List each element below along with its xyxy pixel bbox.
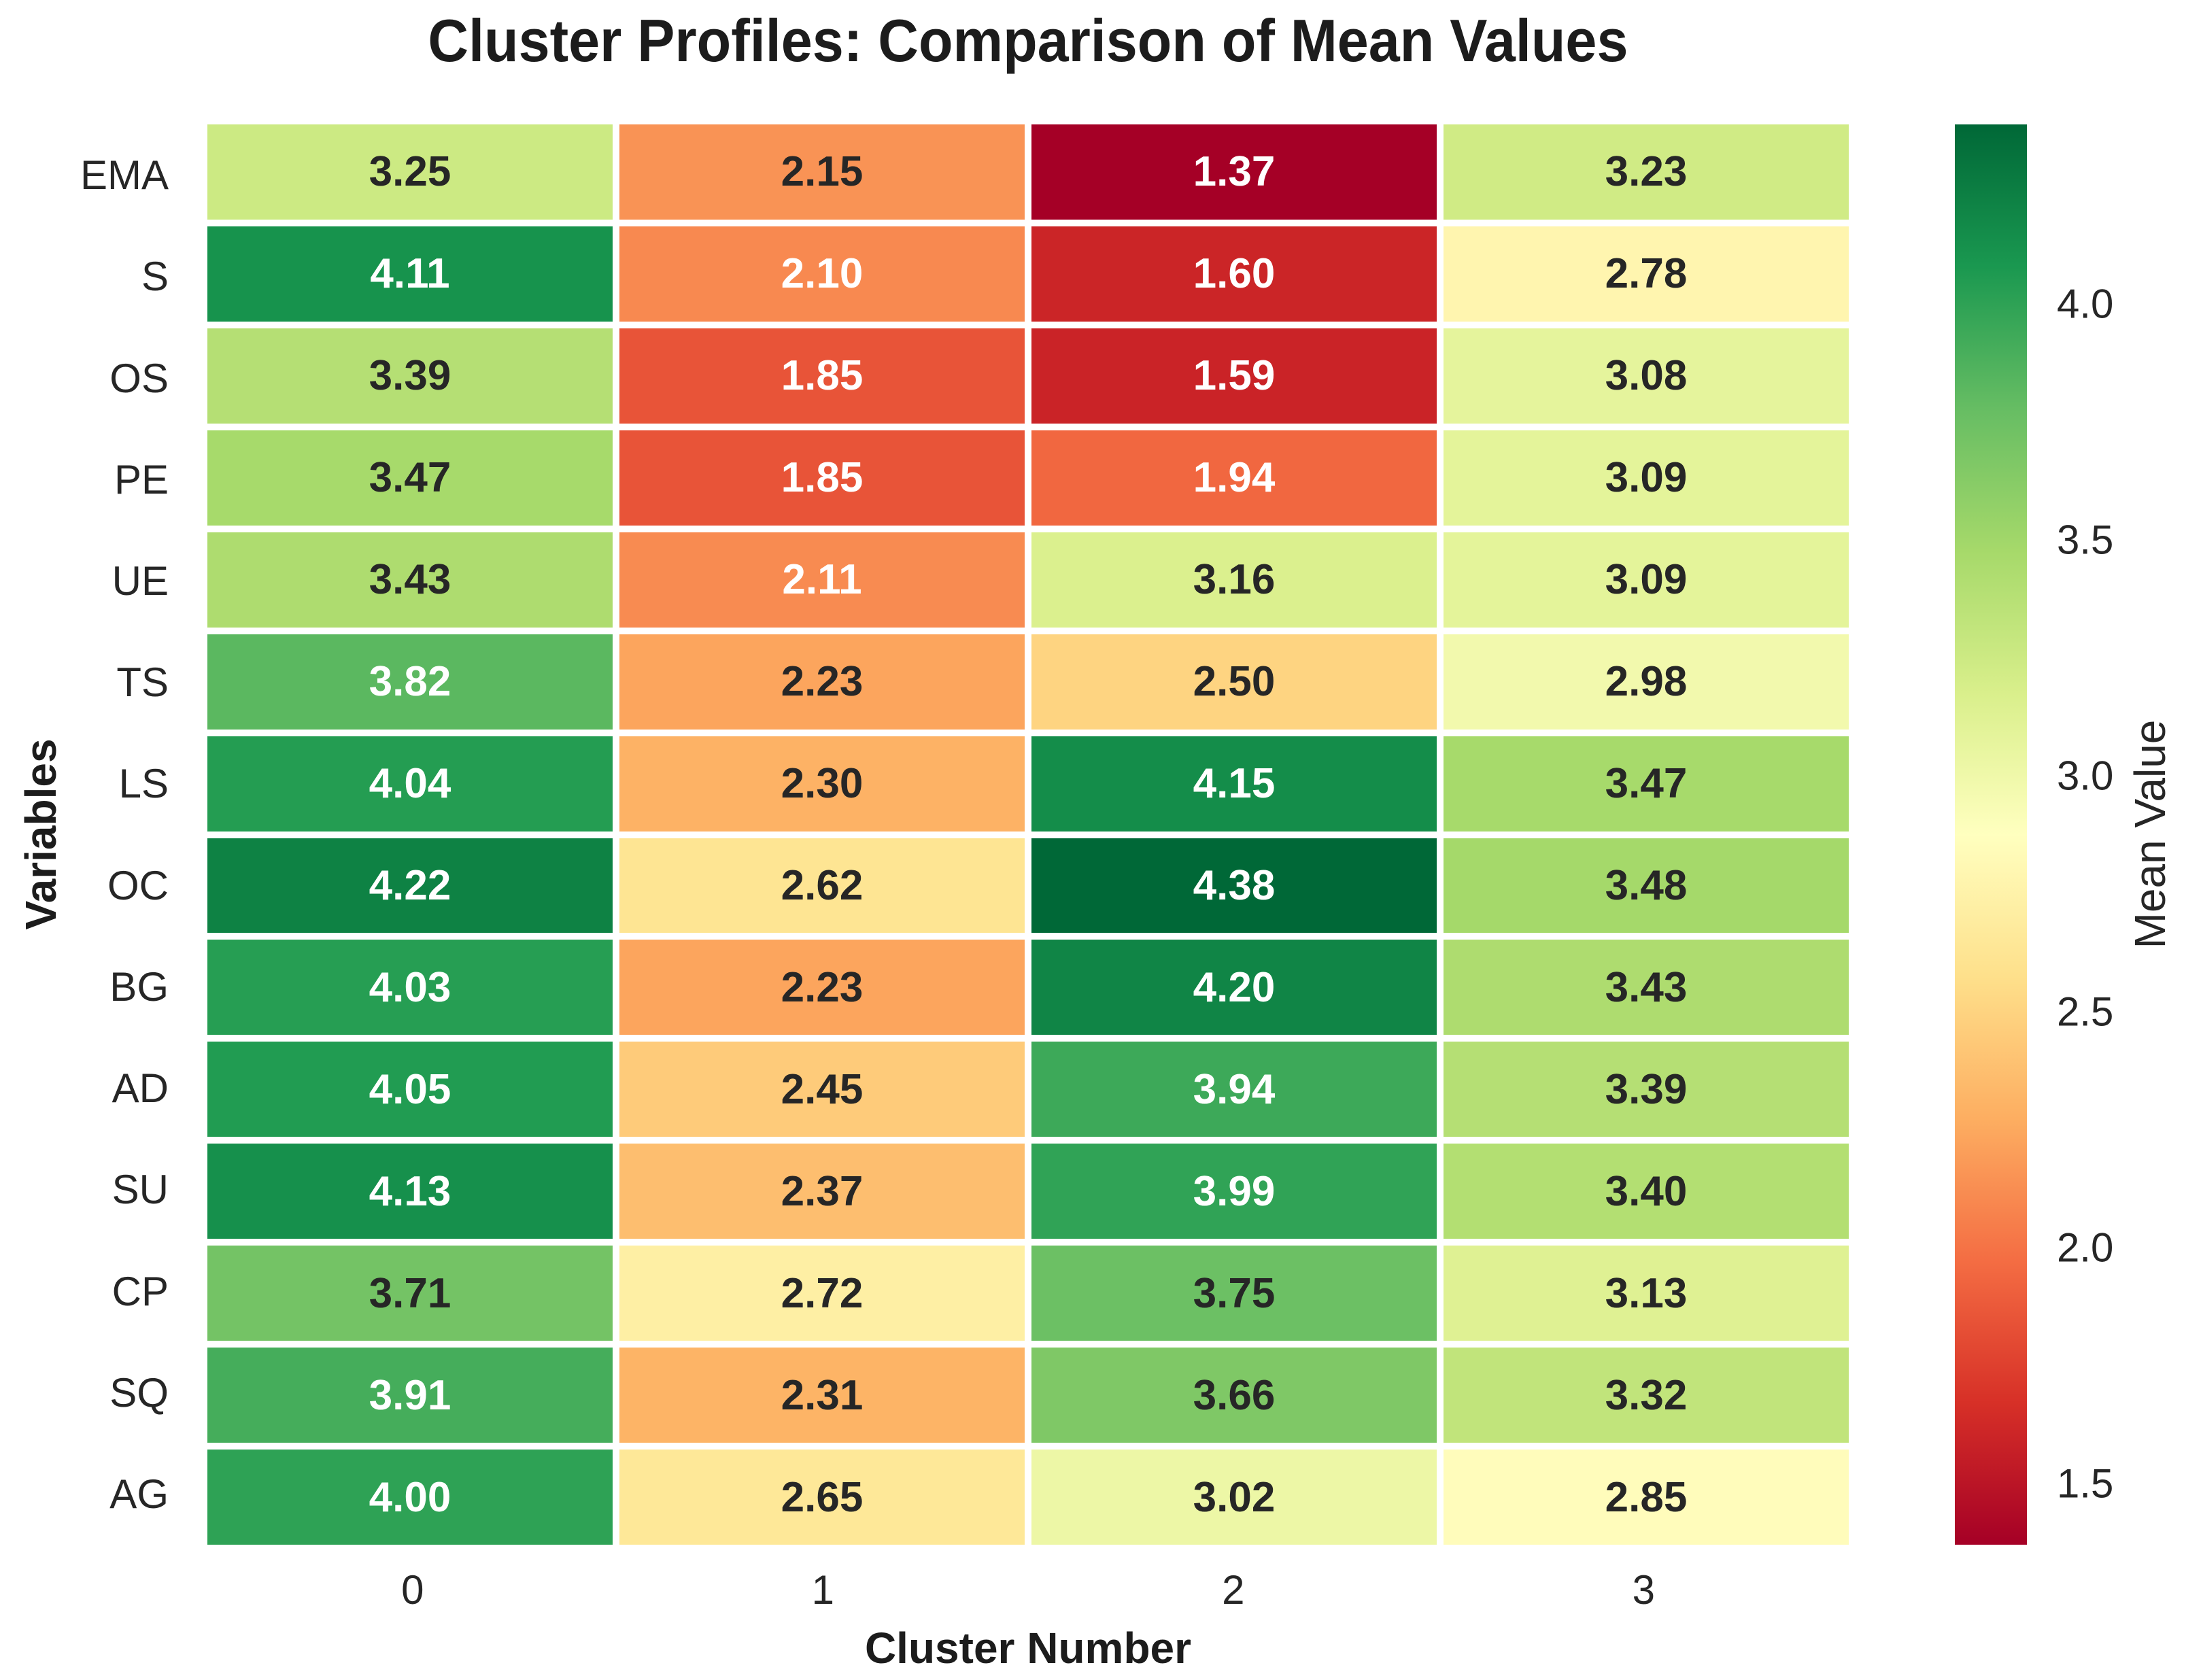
heatmap-cell: 2.85 xyxy=(1444,1450,1849,1545)
heatmap-cell: 3.43 xyxy=(207,532,613,628)
colorbar-tick-label: 1.5 xyxy=(2057,1460,2114,1507)
heatmap-cell: 3.09 xyxy=(1444,532,1849,628)
heatmap-cell: 1.37 xyxy=(1031,124,1437,220)
heatmap-cell: 4.13 xyxy=(207,1144,613,1239)
heatmap-cell: 3.75 xyxy=(1031,1246,1437,1341)
heatmap-cell: 3.43 xyxy=(1444,940,1849,1035)
y-tick-label: SQ xyxy=(109,1369,169,1416)
y-tick-label: S xyxy=(141,254,169,300)
x-tick-labels: 0 1 2 3 xyxy=(207,1564,1849,1615)
heatmap-cell: 3.13 xyxy=(1444,1246,1849,1341)
heatmap-cell: 2.45 xyxy=(619,1042,1025,1137)
colorbar-tick-label: 3.0 xyxy=(2057,753,2114,799)
heatmap-cell: 2.65 xyxy=(619,1450,1025,1545)
heatmap-cell: 1.85 xyxy=(619,328,1025,424)
heatmap-cell: 2.23 xyxy=(619,634,1025,730)
heatmap-cell: 4.04 xyxy=(207,736,613,832)
colorbar-label: Mean Value xyxy=(2125,719,2174,949)
chart-title: Cluster Profiles: Comparison of Mean Val… xyxy=(428,7,1628,74)
heatmap-cell: 2.11 xyxy=(619,532,1025,628)
colorbar-tick-label: 4.0 xyxy=(2057,281,2114,327)
heatmap-cell: 2.10 xyxy=(619,226,1025,322)
chart-title-wrap: Cluster Profiles: Comparison of Mean Val… xyxy=(207,0,1849,82)
heatmap-cell: 4.38 xyxy=(1031,838,1437,933)
y-tick-label: LS xyxy=(118,761,169,807)
heatmap-cell: 3.66 xyxy=(1031,1348,1437,1443)
heatmap-cell: 2.50 xyxy=(1031,634,1437,730)
heatmap-cell: 2.98 xyxy=(1444,634,1849,730)
heatmap-cell: 3.82 xyxy=(207,634,613,730)
heatmap-cell: 4.03 xyxy=(207,940,613,1035)
heatmap-cell: 3.47 xyxy=(1444,736,1849,832)
heatmap-cell: 2.78 xyxy=(1444,226,1849,322)
x-axis-label: Cluster Number xyxy=(864,1624,1192,1673)
heatmap-cell: 3.39 xyxy=(1444,1042,1849,1137)
heatmap-cell: 3.39 xyxy=(207,328,613,424)
heatmap-cell: 1.85 xyxy=(619,430,1025,526)
heatmap-cell: 3.25 xyxy=(207,124,613,220)
heatmap-cell: 3.99 xyxy=(1031,1144,1437,1239)
heatmap-cell: 4.11 xyxy=(207,226,613,322)
colorbar-tick-labels: 4.0 3.5 3.0 2.5 2.0 1.5 xyxy=(2057,124,2179,1545)
heatmap-cell: 2.23 xyxy=(619,940,1025,1035)
heatmap-grid: 3.25 2.15 1.37 3.23 4.11 2.10 1.60 2.78 3.39 1.85… xyxy=(207,124,1849,1545)
heatmap-cell: 4.22 xyxy=(207,838,613,933)
y-tick-label: AD xyxy=(112,1065,169,1112)
y-tick-label: OC xyxy=(107,862,169,908)
y-tick-labels: EMA S OS PE UE TS LS OC BG AD SU CP SQ AG xyxy=(0,124,170,1545)
y-tick-label: CP xyxy=(112,1268,169,1314)
heatmap-cell: 4.05 xyxy=(207,1042,613,1137)
heatmap-cell: 3.94 xyxy=(1031,1042,1437,1137)
heatmap-cell: 2.30 xyxy=(619,736,1025,832)
heatmap-cell: 3.71 xyxy=(207,1246,613,1341)
colorbar-tick-label: 3.5 xyxy=(2057,517,2114,563)
y-tick-label: AG xyxy=(109,1471,169,1517)
heatmap-cell: 3.40 xyxy=(1444,1144,1849,1239)
y-tick-label: PE xyxy=(114,456,169,502)
colorbar-tick-label: 2.5 xyxy=(2057,989,2114,1035)
y-tick-label: OS xyxy=(109,355,169,401)
heatmap-cell: 3.23 xyxy=(1444,124,1849,220)
heatmap-cell: 2.15 xyxy=(619,124,1025,220)
heatmap-cell: 3.32 xyxy=(1444,1348,1849,1443)
heatmap-cell: 3.02 xyxy=(1031,1450,1437,1545)
heatmap-cell: 4.15 xyxy=(1031,736,1437,832)
x-tick-label: 3 xyxy=(1632,1566,1655,1613)
y-tick-label: UE xyxy=(112,558,169,604)
x-tick-label: 1 xyxy=(811,1566,834,1613)
heatmap-cell: 4.00 xyxy=(207,1450,613,1545)
colorbar-tick-label: 2.0 xyxy=(2057,1224,2114,1271)
heatmap-cell: 2.62 xyxy=(619,838,1025,933)
heatmap-cell: 3.09 xyxy=(1444,430,1849,526)
x-tick-label: 2 xyxy=(1222,1566,1245,1613)
heatmap-cell: 4.20 xyxy=(1031,940,1437,1035)
heatmap-cell: 1.94 xyxy=(1031,430,1437,526)
y-tick-label: TS xyxy=(116,659,169,706)
colorbar-gradient xyxy=(1955,124,2027,1545)
heatmap-cell: 2.37 xyxy=(619,1144,1025,1239)
heatmap-cell: 3.47 xyxy=(207,430,613,526)
y-tick-label: BG xyxy=(109,963,169,1010)
heatmap-cell: 2.72 xyxy=(619,1246,1025,1341)
heatmap-cell: 3.16 xyxy=(1031,532,1437,628)
heatmap-cell: 1.60 xyxy=(1031,226,1437,322)
y-tick-label: SU xyxy=(112,1167,169,1213)
y-tick-label: EMA xyxy=(80,152,169,199)
heatmap-cell: 2.31 xyxy=(619,1348,1025,1443)
heatmap-cell: 3.08 xyxy=(1444,328,1849,424)
heatmap-cell: 1.59 xyxy=(1031,328,1437,424)
heatmap-cell: 3.91 xyxy=(207,1348,613,1443)
heatmap-cell: 3.48 xyxy=(1444,838,1849,933)
x-tick-label: 0 xyxy=(401,1566,424,1613)
